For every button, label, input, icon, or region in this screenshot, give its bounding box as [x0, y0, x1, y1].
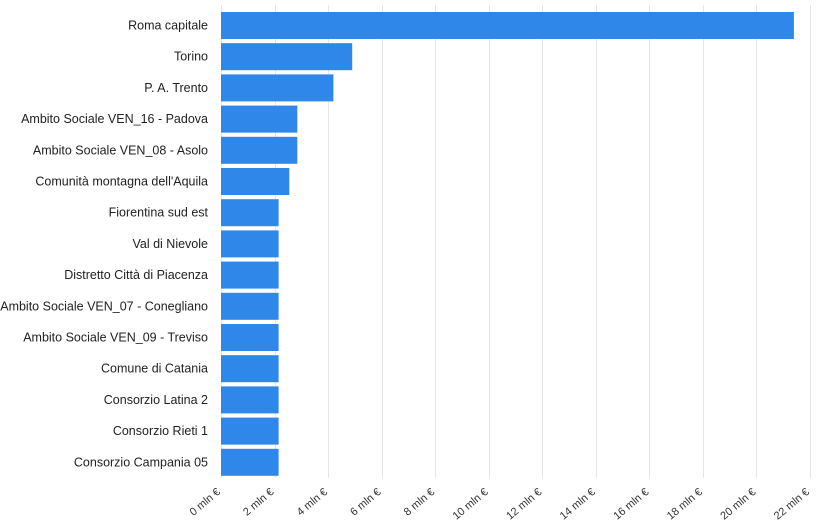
category-label: Torino — [174, 50, 208, 64]
bar[interactable] — [221, 105, 298, 133]
x-tick-label: 2 mln € — [241, 486, 276, 518]
x-tick-label: 20 mln € — [718, 486, 758, 522]
bar[interactable] — [221, 261, 279, 289]
bars — [221, 12, 794, 476]
x-tick-label: 0 mln € — [188, 486, 223, 518]
category-label: Ambito Sociale VEN_07 - Conegliano — [0, 299, 208, 313]
x-tick-label: 22 mln € — [772, 486, 812, 522]
x-tick-labels: 0 mln € 2 mln € 4 mln € 6 mln € 8 mln € 10 ml… — [188, 486, 812, 522]
bar[interactable] — [221, 168, 290, 195]
bar[interactable] — [221, 386, 279, 414]
bar[interactable] — [221, 199, 279, 227]
category-label: Distretto Città di Piacenza — [64, 268, 208, 282]
category-label: Consorzio Campania 05 — [74, 455, 208, 469]
category-label: Fiorentina sud est — [109, 206, 209, 220]
category-labels: Roma capitale Torino P. A. Trento Ambito So… — [0, 19, 208, 470]
x-tick-label: 14 mln € — [558, 486, 598, 522]
bar[interactable] — [221, 136, 298, 164]
category-label: Consorzio Rieti 1 — [113, 424, 208, 438]
x-tick-label: 10 mln € — [451, 486, 491, 522]
category-label: Comunità montagna dell'Aquila — [35, 175, 208, 189]
category-label: P. A. Trento — [144, 81, 208, 95]
category-label: Comune di Catania — [101, 362, 208, 376]
bar[interactable] — [221, 12, 794, 39]
category-label: Ambito Sociale VEN_09 - Treviso — [23, 331, 208, 345]
category-label: Consorzio Latina 2 — [104, 393, 208, 407]
x-tick-label: 8 mln € — [402, 486, 437, 518]
bar[interactable] — [221, 43, 353, 71]
bar[interactable] — [221, 74, 334, 102]
x-tick-label: 4 mln € — [295, 486, 330, 518]
category-label: Val di Nievole — [132, 237, 208, 251]
bar[interactable] — [221, 355, 279, 383]
x-tick-label: 6 mln € — [348, 486, 383, 518]
bar[interactable] — [221, 292, 279, 320]
category-label: Ambito Sociale VEN_16 - Padova — [21, 112, 208, 126]
bar[interactable] — [221, 417, 279, 445]
bar[interactable] — [221, 448, 279, 476]
x-tick-label: 16 mln € — [611, 486, 651, 522]
x-tick-label: 12 mln € — [504, 486, 544, 522]
bar[interactable] — [221, 324, 279, 351]
bar[interactable] — [221, 230, 279, 258]
category-label: Ambito Sociale VEN_08 - Asolo — [33, 143, 208, 157]
x-tick-label: 18 mln € — [665, 486, 705, 522]
category-label: Roma capitale — [128, 19, 208, 33]
